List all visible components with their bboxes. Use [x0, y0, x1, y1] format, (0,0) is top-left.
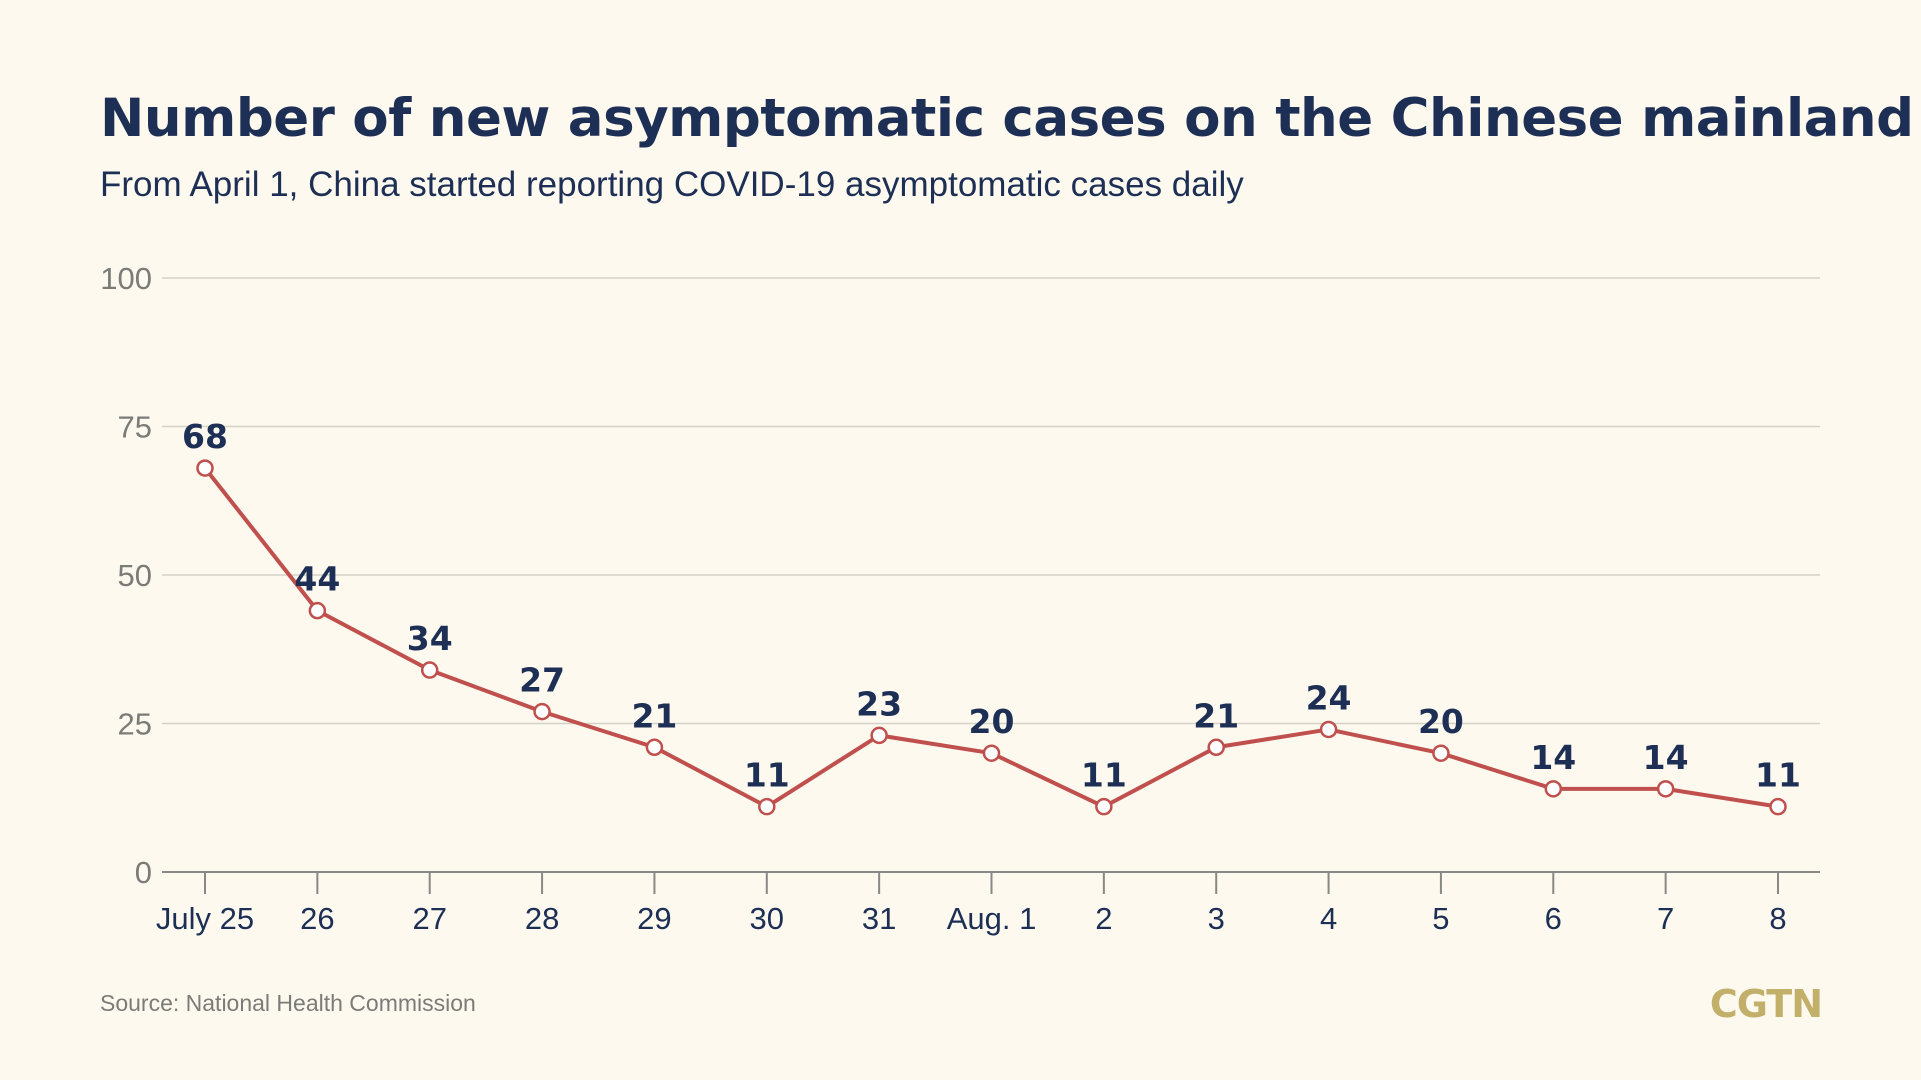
data-point: [1319, 720, 1338, 739]
y-axis-ticks: 0 25 50 75 100: [100, 261, 152, 890]
x-tick-label: 27: [412, 901, 446, 936]
x-tick-label: 2: [1095, 901, 1112, 936]
data-label: 20: [1418, 702, 1464, 741]
x-tick-label: Aug. 1: [947, 901, 1037, 936]
data-label: 44: [294, 560, 340, 599]
data-label: 11: [744, 756, 790, 795]
data-point: [1095, 797, 1113, 816]
x-tick-label: 29: [637, 901, 671, 936]
data-point: [1544, 780, 1563, 798]
x-tick-label: 6: [1545, 901, 1562, 936]
data-point: [1432, 744, 1450, 762]
data-labels: 68 44 34 27 21 11 23 20 11 21 24 20 14 14 11: [182, 417, 1801, 795]
grid-lines: [162, 277, 1820, 725]
data-label: 14: [1643, 738, 1689, 777]
data-point: [645, 738, 664, 757]
data-point: [308, 601, 327, 620]
chart-subtitle: From April 1, China started reporting CO…: [100, 165, 1244, 204]
source-note: Source: National Health Commission: [100, 990, 476, 1016]
data-label: 34: [407, 619, 453, 658]
x-tick-label: 26: [300, 901, 334, 936]
x-tick-label: 31: [862, 901, 896, 936]
x-tick-label: 28: [525, 901, 559, 936]
x-tick-label: 30: [750, 901, 784, 936]
chart-title: Number of new asymptomatic cases on the …: [100, 88, 1914, 149]
data-label: 24: [1306, 678, 1352, 717]
data-point: [420, 661, 439, 679]
x-tick-label: 4: [1320, 901, 1337, 936]
data-label: 27: [519, 661, 565, 700]
data-label: 11: [1755, 756, 1801, 795]
data-label: 68: [182, 417, 228, 456]
data-label: 14: [1530, 738, 1576, 777]
data-point: [1656, 780, 1675, 798]
y-tick-label: 50: [118, 558, 152, 593]
data-point: [533, 702, 551, 721]
data-points: [196, 459, 1787, 816]
y-tick-label: 25: [118, 707, 152, 742]
x-tick-label: July 25: [156, 901, 254, 936]
x-tick-label: 7: [1657, 901, 1674, 936]
data-label: 20: [969, 702, 1015, 741]
data-label: 21: [1193, 696, 1239, 735]
data-label: 11: [1081, 756, 1127, 795]
cgtn-logo: CGTN: [1709, 982, 1823, 1026]
x-axis: July 25 26 27 28 29 30 31 Aug. 1 2 3 4 5 6 7 8: [156, 871, 1820, 936]
x-tick-label: 8: [1769, 901, 1786, 936]
data-point: [870, 726, 888, 745]
data-point: [758, 797, 776, 816]
data-point: [982, 744, 1001, 762]
data-point: [196, 459, 214, 477]
x-tick-label: 5: [1432, 901, 1449, 936]
data-point: [1769, 797, 1787, 816]
data-label: 23: [856, 684, 902, 723]
data-point: [1207, 738, 1225, 757]
x-tick-label: 3: [1208, 901, 1225, 936]
y-tick-label: 0: [135, 855, 152, 890]
y-tick-label: 75: [118, 410, 152, 445]
y-tick-label: 100: [100, 261, 152, 296]
data-label: 21: [631, 696, 677, 735]
